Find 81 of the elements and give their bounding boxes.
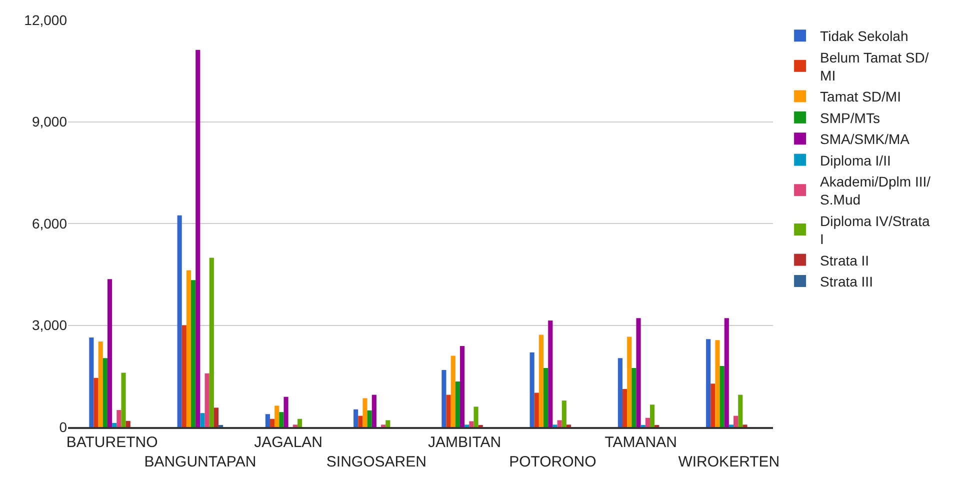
bar — [534, 392, 539, 427]
bar — [98, 342, 103, 427]
bar — [354, 409, 358, 427]
x-tick-label: JAGALAN — [254, 434, 322, 451]
legend-label: Belum Tamat SD/MI — [820, 49, 929, 84]
bar — [469, 421, 474, 427]
bar — [734, 416, 738, 427]
bar — [107, 279, 112, 427]
legend-label: SMA/SMK/MA — [820, 131, 910, 148]
bar — [710, 384, 716, 427]
y-tick-label: 6,000 — [32, 215, 68, 232]
bar — [89, 337, 94, 427]
legend-label: Akademi/Dplm III/S.Mud — [820, 173, 931, 208]
bar — [270, 418, 275, 427]
bar — [177, 215, 182, 427]
bar — [538, 334, 544, 427]
legend-label: Tidak Sekolah — [820, 28, 908, 44]
bar — [372, 394, 376, 427]
bar — [121, 372, 126, 427]
bar — [94, 378, 98, 427]
x-tick-label: POTORONO — [509, 454, 596, 470]
bar — [126, 420, 130, 427]
x-tick-label: BANGUNTAPAN — [144, 454, 256, 470]
bar — [204, 373, 210, 427]
y-tick-label: 12,000 — [24, 12, 68, 28]
bar — [455, 382, 460, 427]
bar — [706, 339, 711, 427]
x-tick-label: BATURETNO — [66, 434, 158, 451]
bar — [622, 389, 628, 427]
legend-label: Diploma IV/Strata I — [820, 212, 930, 248]
bar — [265, 414, 270, 427]
legend-label: SMP/MTs — [820, 110, 880, 126]
legend-label: Strata II — [820, 252, 870, 268]
y-tick-label: 3,000 — [32, 317, 68, 334]
bar — [358, 416, 363, 427]
bar — [209, 258, 214, 427]
bar — [544, 368, 548, 427]
bar — [186, 270, 192, 427]
legend-label: Diploma I/II — [820, 152, 891, 168]
bar — [548, 320, 553, 427]
bar — [530, 352, 534, 427]
bar — [442, 370, 446, 427]
bar — [191, 280, 196, 427]
bar — [636, 318, 641, 427]
bar — [200, 413, 205, 427]
bar — [632, 368, 636, 427]
legend-label: Tamat SD/MI — [820, 88, 901, 105]
bar — [562, 400, 566, 427]
bar — [182, 325, 186, 427]
bar — [650, 404, 655, 427]
bar — [116, 410, 122, 427]
bar — [386, 420, 390, 427]
bar — [618, 358, 622, 427]
bar — [715, 340, 720, 427]
x-tick-label: JAMBITAN — [428, 434, 502, 451]
bar — [720, 366, 724, 427]
bar — [474, 406, 478, 427]
bar — [460, 346, 465, 427]
bar — [627, 336, 632, 427]
legend-label: Strata III — [820, 273, 873, 290]
bar — [196, 50, 200, 427]
x-tick-label: WIROKERTEN — [678, 454, 780, 470]
bar — [724, 318, 729, 427]
bar — [102, 358, 108, 427]
bar — [557, 420, 562, 427]
y-tick-label: 9,000 — [32, 114, 68, 130]
bar — [297, 418, 302, 427]
bar — [274, 406, 280, 427]
bar — [279, 412, 284, 427]
y-tick-label: 0 — [59, 418, 68, 435]
bar — [450, 356, 456, 427]
bar — [446, 394, 451, 427]
x-tick-label: SINGOSAREN — [326, 454, 426, 470]
bar — [738, 394, 743, 427]
bar — [645, 418, 650, 427]
bar — [284, 396, 288, 427]
bar — [362, 398, 368, 427]
bar — [367, 410, 372, 427]
bar — [214, 408, 219, 427]
x-tick-label: TAMANAN — [604, 434, 677, 451]
bar — [112, 422, 117, 427]
